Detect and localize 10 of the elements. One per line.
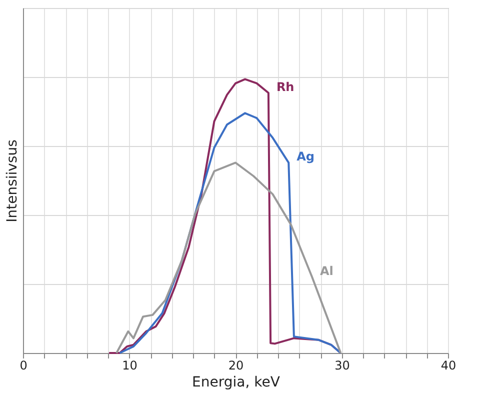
x-tick-label: 0 xyxy=(20,358,28,372)
x-tick-label: 40 xyxy=(440,358,456,372)
x-axis-title: Energia, keV xyxy=(192,374,280,390)
series-label: Ag xyxy=(296,150,315,164)
series-label: Rh xyxy=(276,80,294,94)
y-axis-title: Intensiivsus xyxy=(4,140,20,222)
x-tick-label: 30 xyxy=(334,358,350,372)
x-tick-label: 10 xyxy=(122,358,138,372)
x-tick-label: 20 xyxy=(228,358,244,372)
series-label: Al xyxy=(320,264,334,278)
